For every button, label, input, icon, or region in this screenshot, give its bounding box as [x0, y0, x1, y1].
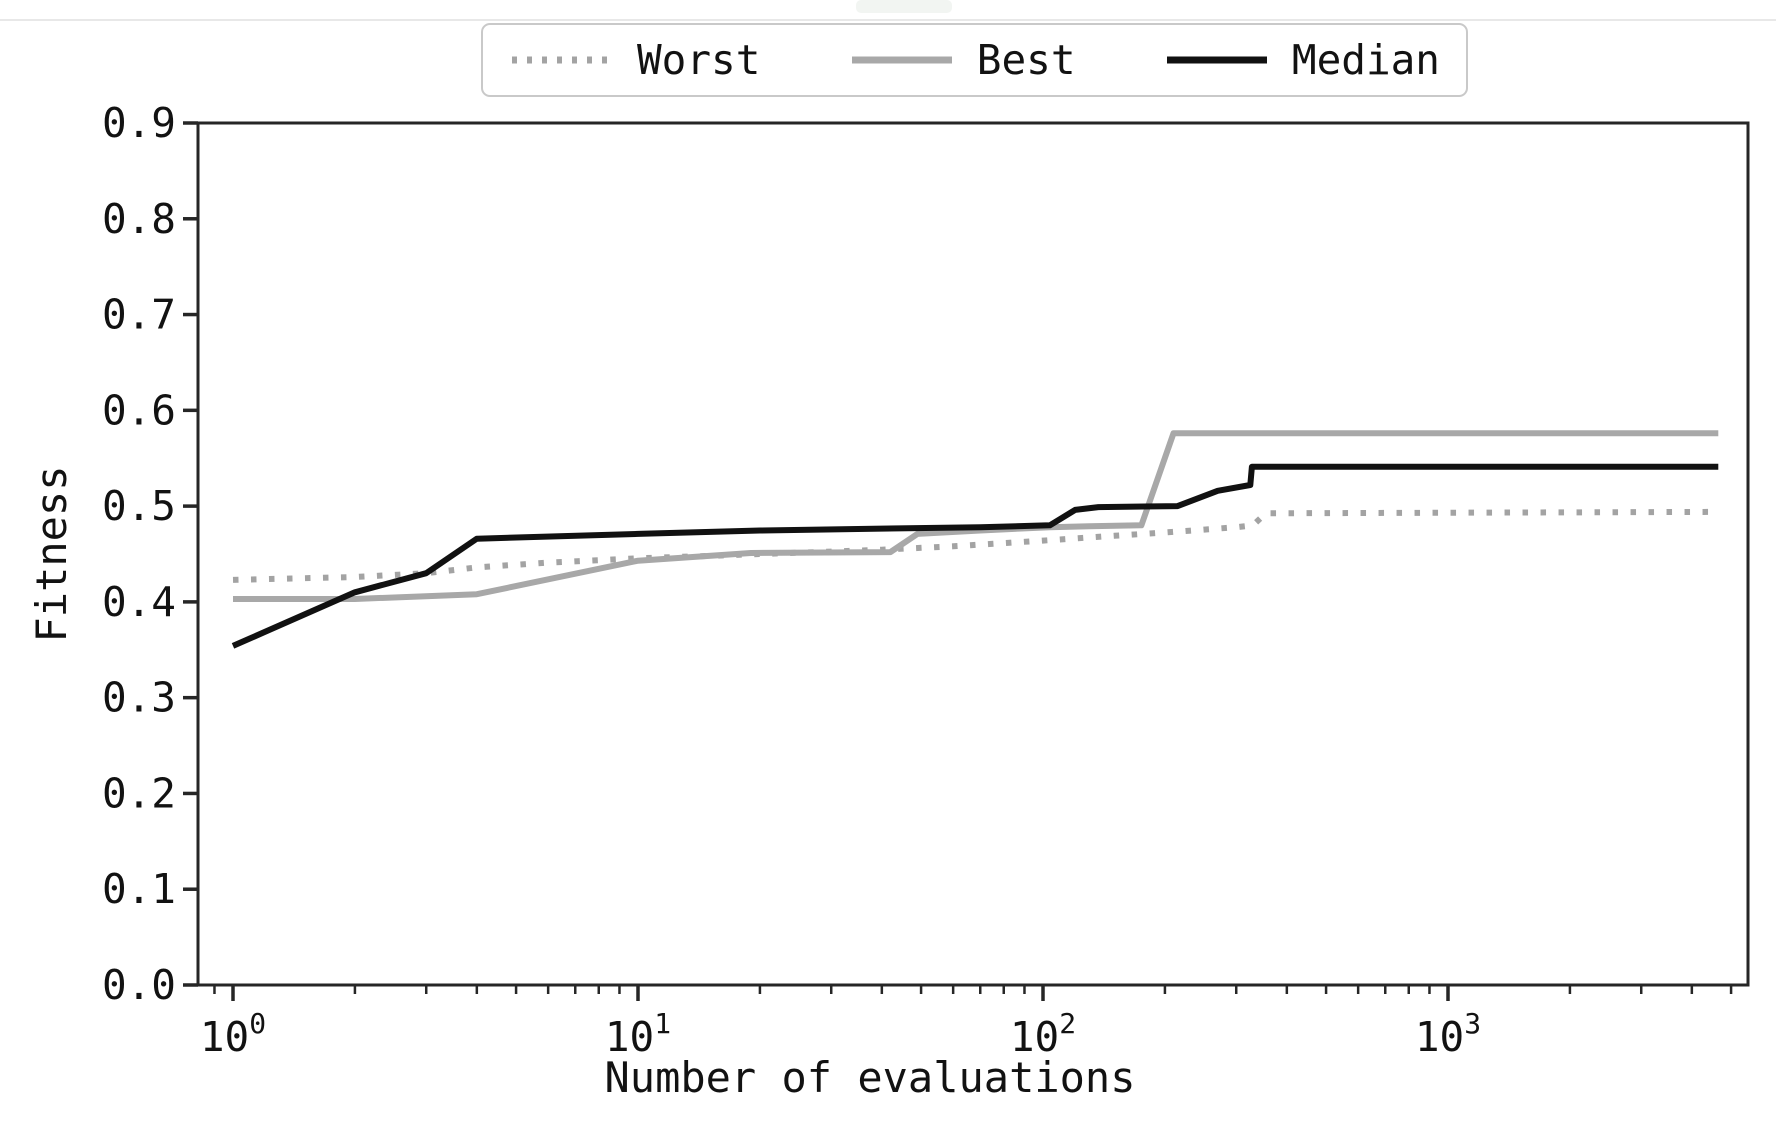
x-tick-label: 101: [605, 1007, 671, 1061]
x-tick-label: 102: [1010, 1007, 1076, 1061]
y-tick-label: 0.4: [102, 578, 176, 626]
series-line-median: [231, 463, 1719, 649]
y-tick-label: 0.5: [102, 482, 176, 530]
y-tick-label: 0.1: [102, 865, 176, 913]
axes-spines: [196, 121, 1750, 987]
legend-label-median: Median: [1291, 35, 1440, 84]
x-axis-title: Number of evaluations: [604, 1053, 1136, 1102]
legend-box: Worst Best Median: [481, 23, 1468, 97]
legend-item-worst: Worst: [509, 35, 761, 84]
worst-dotted-line-swatch: [512, 56, 612, 64]
y-tick-label: 0.9: [102, 99, 176, 147]
cropped-title-artifact: [856, 0, 952, 13]
series-line-worst: [232, 508, 1719, 583]
legend-item-best: Best: [849, 35, 1076, 84]
y-axis-title: Fitness: [27, 465, 76, 643]
series-line-best: [233, 430, 1719, 602]
x-tick-label: 100: [200, 1007, 266, 1061]
y-tick-label: 0.8: [102, 195, 176, 243]
legend-label-worst: Worst: [637, 35, 761, 84]
y-tick-label: 0.7: [102, 291, 176, 339]
figure-top-border-artifact: [0, 19, 1776, 21]
best-solid-line-swatch: [851, 56, 952, 64]
legend-item-median: Median: [1164, 35, 1440, 84]
legend-label-best: Best: [976, 35, 1076, 84]
x-tick-label: 103: [1415, 1007, 1481, 1061]
y-tick-label: 0.3: [102, 674, 176, 722]
y-tick-label: 0.6: [102, 386, 176, 434]
y-tick-label: 0.0: [102, 961, 176, 1009]
median-solid-line-swatch: [1166, 56, 1267, 64]
y-tick-label: 0.2: [102, 769, 176, 817]
